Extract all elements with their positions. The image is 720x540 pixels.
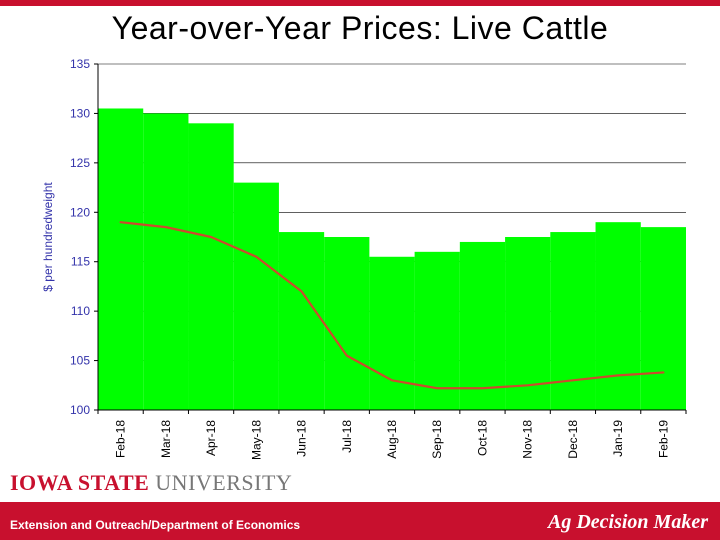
svg-text:Feb-19: Feb-19 (656, 420, 670, 458)
svg-text:Nov-18: Nov-18 (521, 420, 535, 459)
wordmark-light: UNIVERSITY (149, 470, 292, 495)
svg-text:130: 130 (70, 106, 90, 120)
svg-text:105: 105 (70, 354, 90, 368)
svg-text:110: 110 (71, 304, 90, 318)
svg-text:100: 100 (70, 403, 90, 417)
svg-text:Feb-18: Feb-18 (114, 420, 128, 458)
svg-text:Jul-18: Jul-18 (340, 420, 354, 453)
svg-text:Sep-18: Sep-18 (430, 420, 444, 459)
price-chart: 100 105 110 115 120 125 130 135 $ per hundredwei… (36, 58, 696, 478)
svg-text:May-18: May-18 (249, 420, 263, 460)
svg-text:125: 125 (70, 156, 90, 170)
svg-text:115: 115 (71, 255, 90, 269)
svg-text:Mar-18: Mar-18 (159, 420, 173, 458)
svg-text:Oct-18: Oct-18 (475, 420, 489, 456)
svg-text:Jan-19: Jan-19 (611, 420, 625, 457)
page-title: Year-over-Year Prices: Live Cattle (0, 10, 720, 47)
svg-text:Dec-18: Dec-18 (566, 420, 580, 459)
footer-bar: Extension and Outreach/Department of Eco… (0, 502, 720, 540)
top-accent-bar (0, 0, 720, 6)
footer-brand: Ag Decision Maker (548, 511, 708, 534)
university-wordmark: IOWA STATE UNIVERSITY (10, 470, 292, 496)
svg-text:135: 135 (70, 58, 90, 71)
footer-department: Extension and Outreach/Department of Eco… (10, 518, 300, 532)
chart-svg: 100 105 110 115 120 125 130 135 $ per hundredwei… (36, 58, 696, 478)
svg-text:$ per hundredweight: $ per hundredweight (41, 182, 55, 292)
svg-text:Jun-18: Jun-18 (295, 420, 309, 457)
wordmark-heavy: IOWA STATE (10, 470, 149, 495)
svg-text:Apr-18: Apr-18 (204, 420, 218, 456)
svg-text:Aug-18: Aug-18 (385, 420, 399, 459)
svg-text:120: 120 (70, 205, 90, 219)
